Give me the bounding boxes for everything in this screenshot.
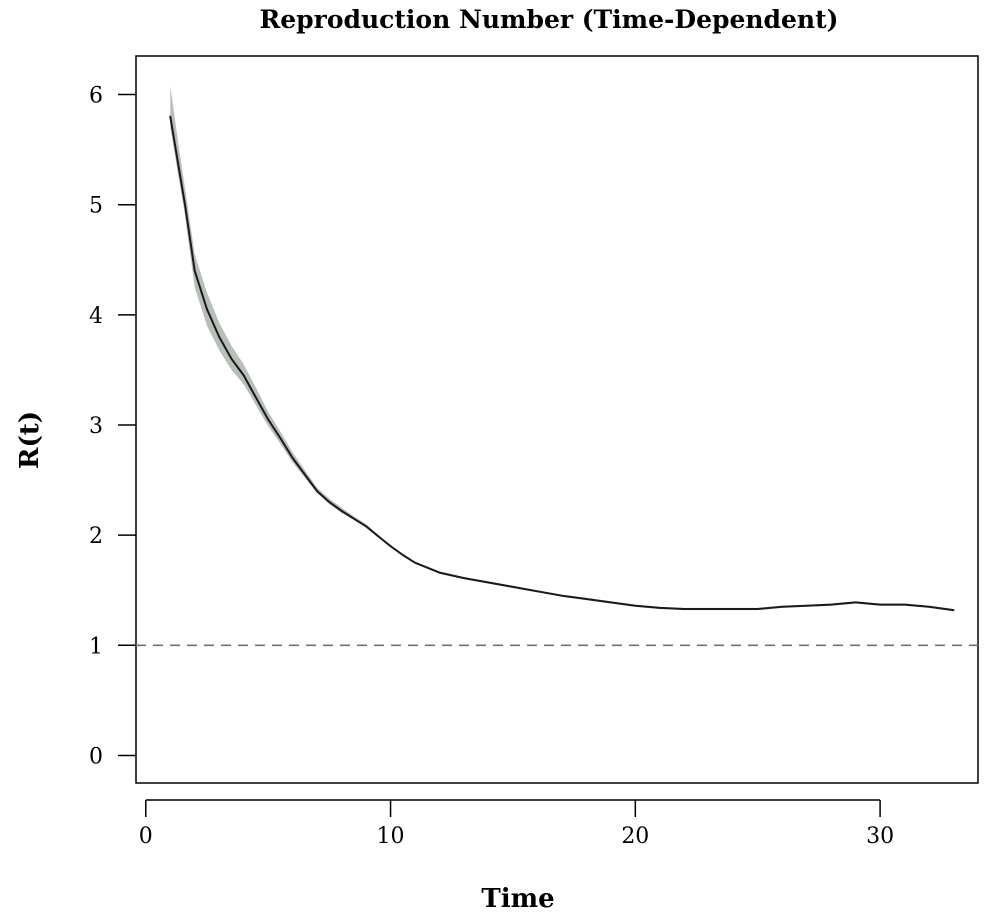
y-tick-label-6: 6 [89,84,103,109]
x-tick-label-0: 0 [139,824,153,849]
x-tick-label-2: 20 [621,824,649,849]
series-line-layer [169,115,955,612]
y-axis-title: R(t) [15,411,45,469]
y-tick-label-3: 3 [89,414,103,439]
x-axis-title: Time [481,884,554,914]
confidence-band-0 [170,85,954,612]
x-axis: 0 10 20 30 [139,799,894,849]
y-tick-label-1: 1 [89,634,103,659]
y-tick-label-2: 2 [89,524,103,549]
x-tick-label-1: 10 [377,824,405,849]
chart-title: Reproduction Number (Time-Dependent) [260,5,839,34]
y-axis: 0 1 2 3 4 5 6 [89,84,136,769]
y-tick-label-5: 5 [89,194,103,219]
confidence-band-layer [170,85,954,612]
plot-area-frame [135,55,979,784]
y-tick-label-4: 4 [89,304,103,329]
y-tick-label-0: 0 [89,744,103,769]
x-tick-label-3: 30 [866,824,894,849]
series-line-0 [169,115,955,612]
